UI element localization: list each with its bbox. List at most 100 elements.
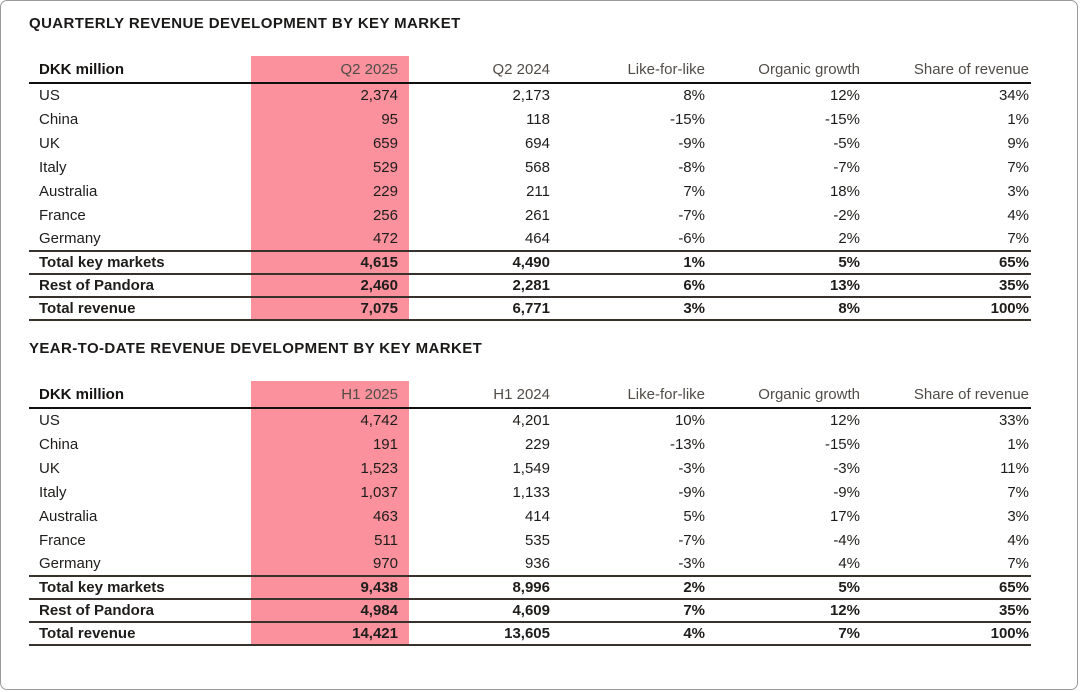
cell: 14,421 xyxy=(251,621,409,646)
row-label: Rest of Pandora xyxy=(29,598,251,622)
cell: 535 xyxy=(524,531,550,549)
cell: -6% xyxy=(678,230,705,247)
cell: 659 xyxy=(251,131,409,155)
cell: 7% xyxy=(683,182,705,200)
cell: 13,605 xyxy=(409,621,561,646)
cell: 95 xyxy=(251,107,409,131)
row-label: Rest of Pandora xyxy=(29,273,251,297)
cell: 65% xyxy=(871,575,1031,599)
cell: 211 xyxy=(526,182,550,200)
cell: 1,523 xyxy=(251,456,409,480)
cell: 5% xyxy=(683,507,705,525)
cell: -9% xyxy=(678,483,705,501)
cell: 13% xyxy=(716,273,871,297)
table-row-total-key-markets: Total key markets 9,438 8,996 2% 5% 65% xyxy=(29,575,1031,599)
column-header-h1-2024: H1 2024 xyxy=(409,381,561,409)
cell: 464 xyxy=(524,230,550,247)
table-row-us: US 2,374 2,173 8% 12% 34% xyxy=(29,83,1031,107)
cell: 4,490 xyxy=(409,250,561,274)
column-header-q2-2024: Q2 2024 xyxy=(409,56,561,84)
table-row-total-key-markets: Total key markets 4,615 4,490 1% 5% 65% xyxy=(29,250,1031,274)
table-row-france: France 511 535 -7% -4% 4% xyxy=(29,528,1031,552)
table-row-australia: Australia 463 414 5% 17% 3% xyxy=(29,504,1031,528)
cell: 7% xyxy=(561,598,716,622)
row-label: France xyxy=(39,531,86,549)
row-label: UK xyxy=(39,134,60,152)
row-label: China xyxy=(39,110,79,128)
cell: 7% xyxy=(716,621,871,646)
cell: 17% xyxy=(829,507,860,525)
cell: -13% xyxy=(669,435,705,453)
cell: 18% xyxy=(829,182,860,200)
table-row-total-revenue: Total revenue 7,075 6,771 3% 8% 100% xyxy=(29,296,1031,321)
cell: 34% xyxy=(998,87,1029,104)
table-row-france: France 256 261 -7% -2% 4% xyxy=(29,203,1031,227)
row-label: Italy xyxy=(39,483,67,501)
cell: -2% xyxy=(833,206,860,224)
cell: 100% xyxy=(871,296,1031,321)
cell: 229 xyxy=(524,435,550,453)
column-header-share-of-revenue: Share of revenue xyxy=(871,381,1031,409)
cell: 8% xyxy=(683,87,705,104)
cell: 4,615 xyxy=(251,250,409,274)
cell: 100% xyxy=(871,621,1031,646)
column-header-organic-growth: Organic growth xyxy=(716,381,871,409)
cell: -9% xyxy=(678,134,705,152)
cell: 1% xyxy=(1007,110,1029,128)
row-label: Australia xyxy=(39,182,98,200)
cell: 118 xyxy=(526,110,550,128)
cell: -8% xyxy=(678,158,705,176)
row-label: Italy xyxy=(39,158,67,176)
cell: 3% xyxy=(1007,182,1029,200)
cell: 191 xyxy=(251,432,409,456)
cell: 4,609 xyxy=(409,598,561,622)
cell: 936 xyxy=(524,555,550,572)
cell: 3% xyxy=(1007,507,1029,525)
cell: 970 xyxy=(251,552,409,576)
row-label: Australia xyxy=(39,507,98,525)
cell: 7,075 xyxy=(251,296,409,321)
cell: 2% xyxy=(838,230,860,247)
cell: 33% xyxy=(998,412,1029,429)
cell: -15% xyxy=(824,435,860,453)
quarterly-revenue-section: QUARTERLY REVENUE DEVELOPMENT BY KEY MAR… xyxy=(29,15,1031,321)
cell: 2,173 xyxy=(512,87,550,104)
table-row-us: US 4,742 4,201 10% 12% 33% xyxy=(29,408,1031,432)
cell: 261 xyxy=(524,206,550,224)
cell: 7% xyxy=(1007,158,1029,176)
row-label: Total revenue xyxy=(29,621,251,646)
cell: 4,201 xyxy=(512,412,550,429)
cell: 9,438 xyxy=(251,575,409,599)
cell: 11% xyxy=(1000,459,1029,477)
cell: 2,374 xyxy=(251,83,409,107)
cell: 65% xyxy=(871,250,1031,274)
cell: -15% xyxy=(824,110,860,128)
table-row-china: China 95 118 -15% -15% 1% xyxy=(29,107,1031,131)
cell: 5% xyxy=(716,250,871,274)
cell: -5% xyxy=(833,134,860,152)
cell: 8% xyxy=(716,296,871,321)
row-label: Germany xyxy=(39,230,101,247)
table-row-uk: UK 1,523 1,549 -3% -3% 11% xyxy=(29,456,1031,480)
cell: 2,281 xyxy=(409,273,561,297)
cell: 2% xyxy=(561,575,716,599)
cell: 12% xyxy=(716,598,871,622)
cell: 1% xyxy=(1007,435,1029,453)
table-row-uk: UK 659 694 -9% -5% 9% xyxy=(29,131,1031,155)
cell: 7% xyxy=(1007,483,1029,501)
cell: 472 xyxy=(251,227,409,251)
cell: 4% xyxy=(1007,531,1029,549)
row-label: US xyxy=(39,412,60,429)
cell: 9% xyxy=(1007,134,1029,152)
unit-label: DKK million xyxy=(29,56,251,84)
cell: 463 xyxy=(251,504,409,528)
row-label: France xyxy=(39,206,86,224)
table-row-germany: Germany 970 936 -3% 4% 7% xyxy=(29,552,1031,576)
table-row-rest-of-pandora: Rest of Pandora 4,984 4,609 7% 12% 35% xyxy=(29,598,1031,622)
column-header-organic-growth: Organic growth xyxy=(716,56,871,84)
cell: -3% xyxy=(678,459,705,477)
table-row-australia: Australia 229 211 7% 18% 3% xyxy=(29,179,1031,203)
cell: 4% xyxy=(561,621,716,646)
cell: 10% xyxy=(674,412,705,429)
